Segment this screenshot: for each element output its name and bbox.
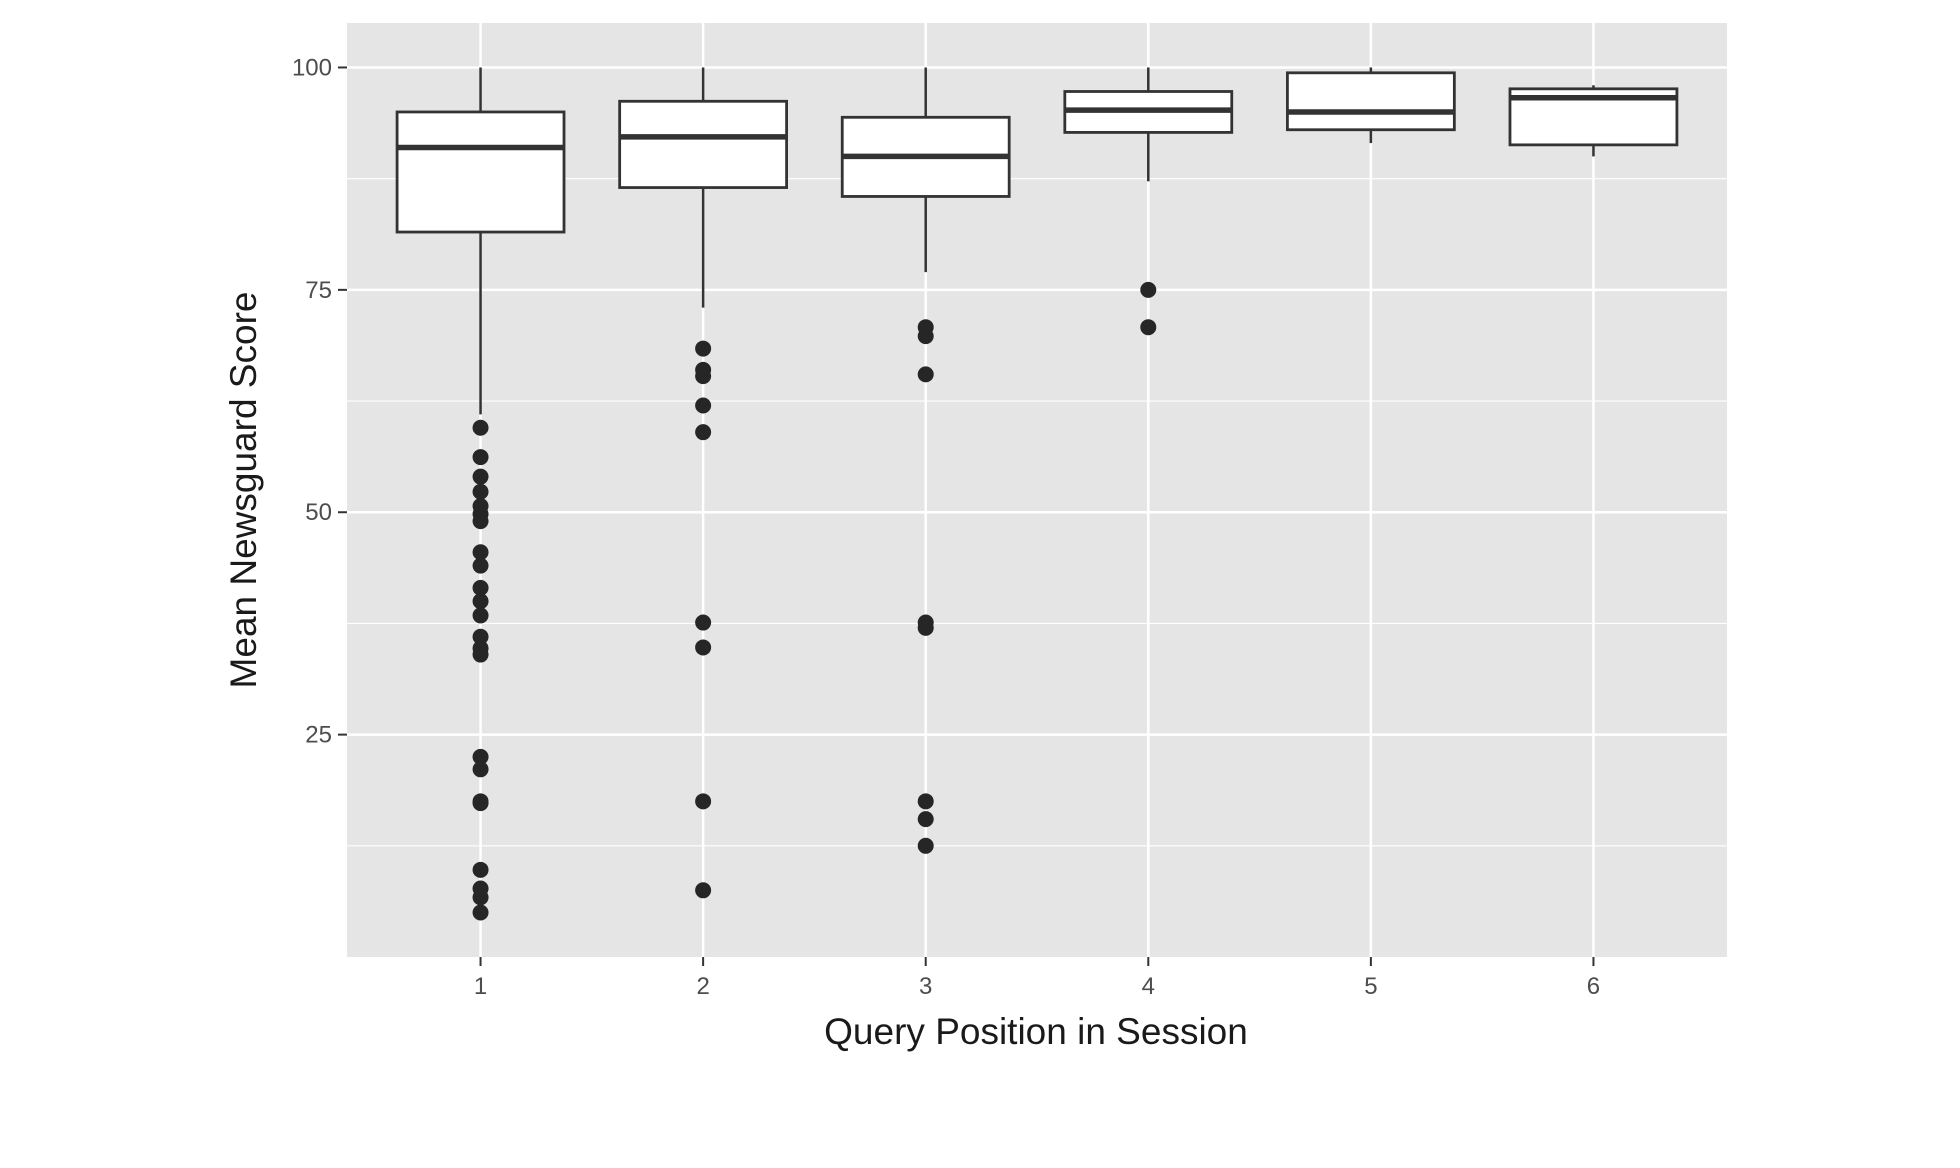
outlier-point: [695, 614, 712, 631]
x-axis-title: Query Position in Session: [824, 1011, 1248, 1052]
outlier-point: [695, 368, 712, 385]
y-tick-label: 75: [305, 277, 332, 304]
outlier-point: [472, 419, 489, 436]
outlier-point: [1140, 319, 1157, 336]
outlier-point: [472, 904, 489, 921]
box-group-6: [1508, 85, 1679, 157]
outlier-point: [695, 639, 712, 656]
box-group-2: [618, 67, 788, 899]
outlier-point: [917, 811, 934, 828]
box-group-5: [1286, 67, 1456, 144]
outlier-point: [695, 340, 712, 357]
outlier-point: [472, 761, 489, 778]
outlier-point: [472, 795, 489, 812]
iqr-box: [618, 99, 788, 189]
outlier-point: [917, 793, 934, 810]
x-tick-label: 5: [1364, 973, 1377, 1000]
outlier-point: [472, 861, 489, 878]
y-tick-label: 25: [305, 722, 332, 749]
outlier-point: [917, 328, 934, 345]
box-group-1: [395, 67, 566, 921]
outlier-point: [472, 513, 489, 530]
x-tick-label: 1: [474, 973, 487, 1000]
y-tick-label: 100: [292, 54, 332, 81]
boxplot-series: [395, 67, 1679, 921]
axes: 25 50 75 100 1 2 3 4 5 6: [292, 54, 1600, 1000]
iqr-box: [395, 110, 566, 234]
outlier-point: [695, 397, 712, 414]
y-tick-label: 50: [305, 499, 332, 526]
outlier-point: [472, 628, 489, 645]
outlier-point: [695, 882, 712, 899]
y-axis-title: Mean Newsguard Score: [223, 292, 264, 689]
outlier-point: [472, 748, 489, 765]
outlier-point: [472, 449, 489, 466]
outlier-point: [472, 483, 489, 500]
box-group-3: [840, 67, 1011, 854]
outlier-point: [472, 646, 489, 663]
outlier-point: [917, 619, 934, 636]
outlier-point: [695, 424, 712, 441]
outlier-point: [472, 593, 489, 610]
outlier-point: [472, 468, 489, 485]
outlier-point: [917, 837, 934, 854]
outlier-point: [472, 607, 489, 624]
outlier-point: [472, 557, 489, 574]
box-group-4: [1063, 67, 1234, 336]
outlier-point: [472, 579, 489, 596]
x-tick-label: 3: [919, 973, 932, 1000]
outlier-point: [472, 889, 489, 906]
iqr-box: [1286, 71, 1456, 132]
outlier-point: [472, 544, 489, 561]
outlier-point: [917, 366, 934, 383]
outlier-point: [695, 793, 712, 810]
outlier-point: [1140, 281, 1157, 298]
x-tick-label: 4: [1142, 973, 1155, 1000]
x-tick-label: 6: [1587, 973, 1600, 1000]
x-tick-label: 2: [696, 973, 709, 1000]
